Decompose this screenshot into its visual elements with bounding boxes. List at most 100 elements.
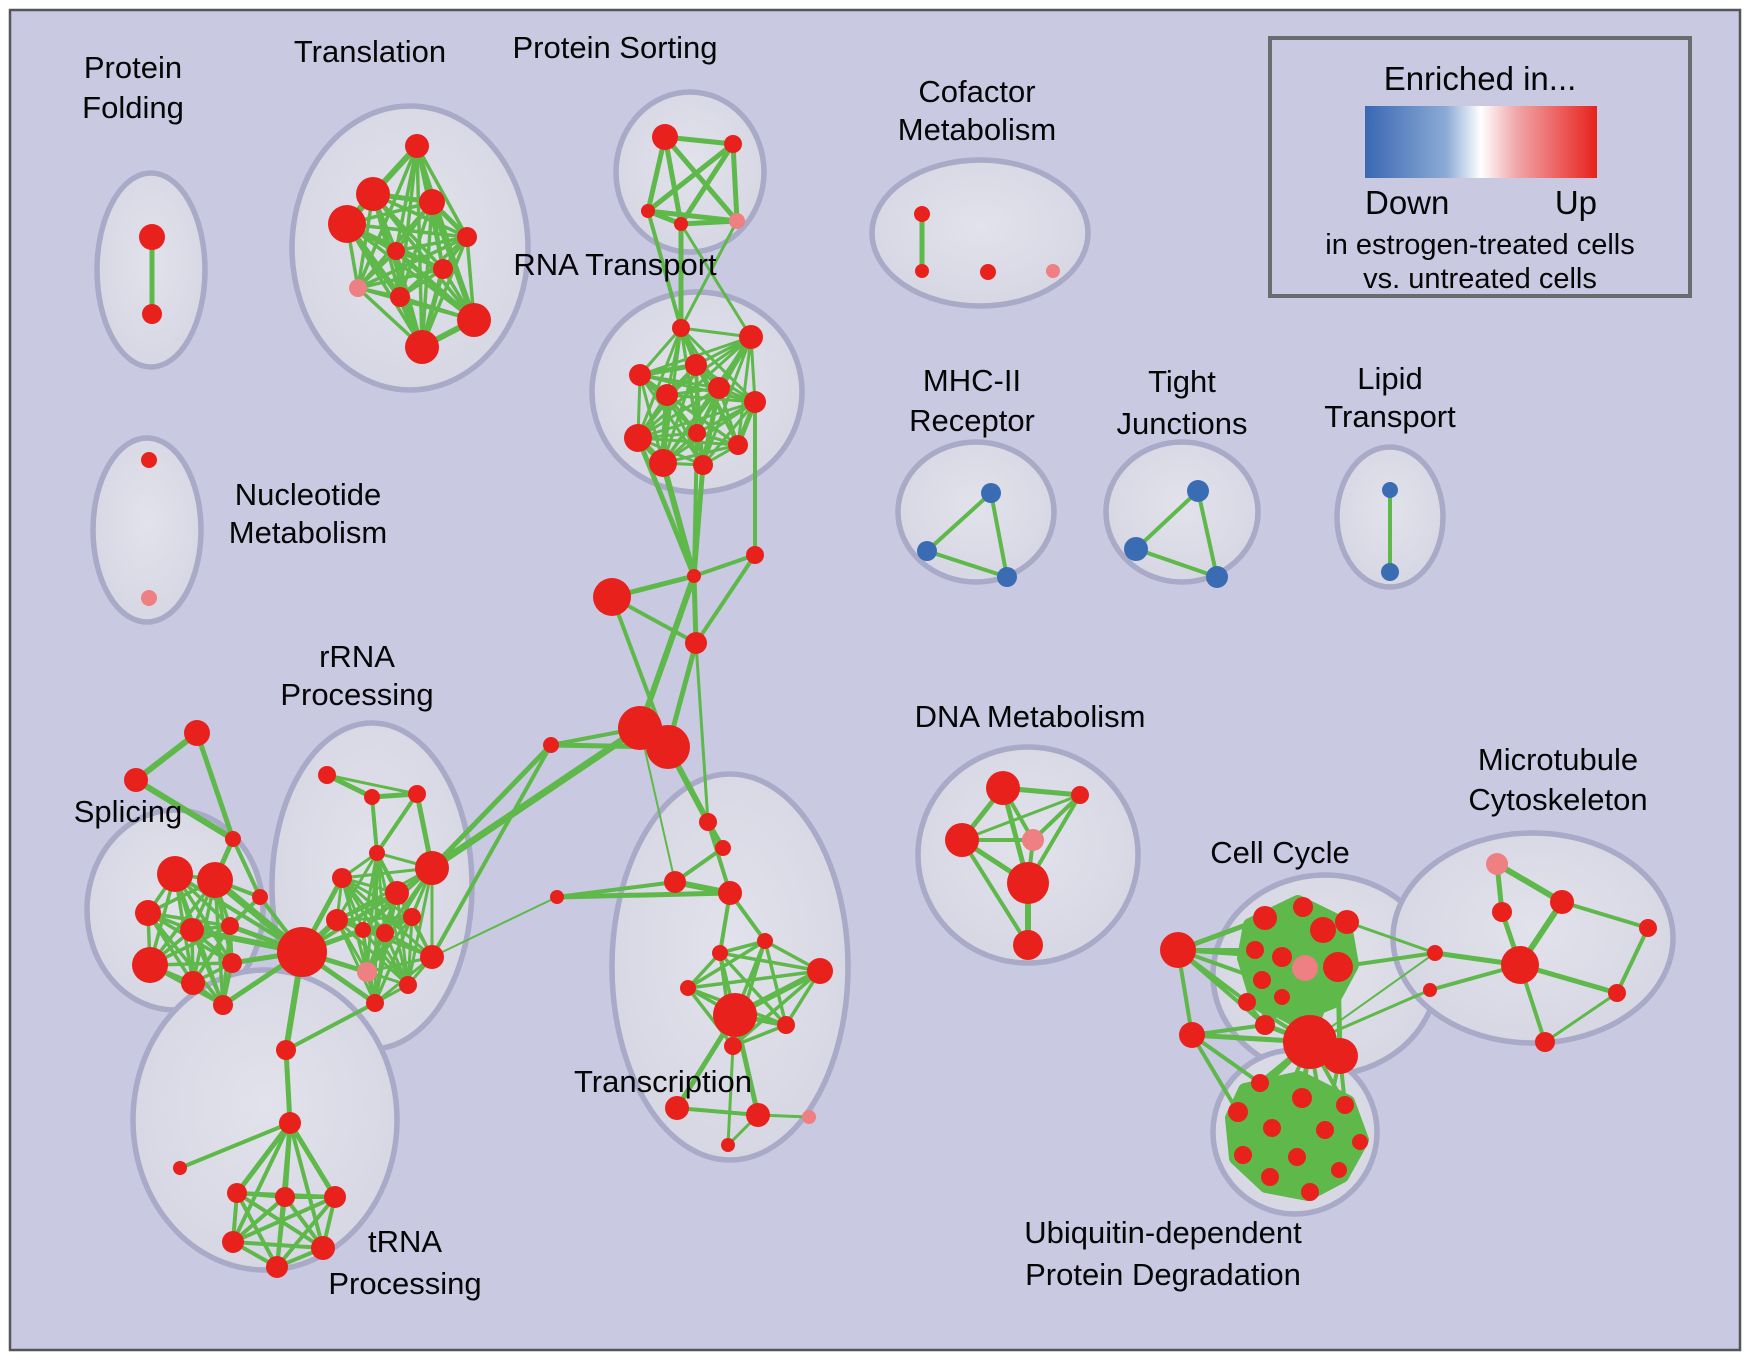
edge — [345, 222, 469, 239]
node-trna-processing-5 — [324, 1186, 346, 1208]
node-translation-5 — [387, 242, 405, 260]
edge — [731, 969, 822, 1048]
node-cell-cycle-6 — [1272, 947, 1292, 967]
node-rna-transport-10 — [693, 455, 713, 475]
node-translation-9 — [457, 303, 491, 337]
edge — [700, 385, 722, 468]
cluster-label-rrna-processing: rRNA — [319, 639, 395, 674]
edge — [960, 793, 1082, 842]
node-rna-transport-0 — [672, 319, 690, 337]
node-dna-metabolism-5 — [1013, 930, 1043, 960]
edge — [1241, 1128, 1327, 1157]
node-splicing-3 — [157, 856, 193, 892]
node-mhc2-receptor-0 — [981, 483, 1001, 503]
edge — [178, 1121, 292, 1170]
edge — [1268, 1140, 1362, 1179]
edge — [1543, 991, 1619, 1044]
node-connector-hubs-7 — [277, 927, 327, 977]
edge — [925, 491, 993, 553]
node-trna-processing-6 — [222, 1231, 244, 1253]
node-dna-metabolism-0 — [986, 771, 1020, 805]
edge — [146, 911, 225, 1007]
cluster-label-rrna-processing: Processing — [280, 677, 433, 712]
node-splicing-5 — [135, 900, 161, 926]
node-rrna-processing-12 — [399, 976, 417, 994]
node-transcription-8 — [680, 980, 696, 996]
node-splicing-7 — [221, 917, 239, 935]
node-translation-4 — [457, 227, 477, 247]
edge — [1345, 920, 1437, 955]
cluster-ellipse-protein-sorting — [613, 89, 767, 255]
node-trna-processing-7 — [311, 1236, 335, 1260]
node-transcription-7 — [807, 958, 833, 984]
node-dna-metabolism-4 — [1007, 862, 1049, 904]
node-rna-transport-5 — [708, 377, 730, 399]
edge — [661, 386, 721, 465]
cluster-label-microtubule-cytoskeleton: Microtubule — [1478, 742, 1638, 777]
node-cell-cycle-14 — [1179, 1022, 1205, 1048]
edge — [1270, 1126, 1362, 1144]
edge — [383, 931, 410, 987]
legend-up-label: Up — [1555, 184, 1597, 221]
edge — [373, 915, 414, 1005]
cluster-label-nucleotide-metabolism: Metabolism — [229, 515, 388, 550]
edge — [375, 792, 419, 855]
node-protein-sorting-4 — [729, 213, 745, 229]
node-rrna-processing-6 — [385, 881, 409, 905]
edge — [1241, 1140, 1362, 1157]
node-cell-cycle-4 — [1335, 910, 1359, 934]
node-rna-transport-2 — [685, 354, 707, 376]
legend-title: Enriched in... — [1384, 60, 1577, 97]
node-splicing-6 — [180, 918, 204, 942]
legend-down-label: Down — [1365, 184, 1449, 221]
node-trna-processing-8 — [266, 1256, 288, 1278]
node-nucleotide-metabolism-0 — [141, 452, 157, 468]
edge — [231, 837, 262, 899]
edge — [194, 730, 236, 842]
edge — [763, 939, 788, 1027]
node-rna-transport-9 — [649, 449, 677, 477]
legend: Enriched in... Down Up in estrogen-treated … — [1268, 36, 1692, 298]
node-trna-processing-0 — [276, 1040, 296, 1060]
edge — [1494, 861, 1565, 905]
node-rrna-processing-0 — [318, 766, 336, 784]
node-transcription-9 — [713, 993, 757, 1037]
edge — [287, 1120, 338, 1200]
edge — [288, 1121, 325, 1250]
node-cell-cycle-15 — [1322, 1038, 1358, 1074]
node-ubiquitin-degradation-8 — [1288, 1148, 1306, 1166]
edge — [1236, 1096, 1304, 1114]
node-protein-sorting-0 — [652, 124, 678, 150]
edge — [231, 1195, 287, 1244]
edge — [646, 209, 683, 330]
edge — [428, 724, 644, 872]
node-cofactor-metabolism-3 — [1046, 264, 1060, 278]
edge — [283, 1047, 293, 1126]
edge — [678, 141, 736, 227]
cluster-ellipse-nucleotide-metabolism — [90, 435, 204, 625]
edge — [1336, 951, 1437, 969]
node-rrna-processing-13 — [420, 945, 444, 969]
edge — [365, 915, 414, 974]
edge — [1560, 900, 1650, 930]
node-rrna-processing-14 — [366, 994, 384, 1012]
edge — [691, 462, 706, 579]
edge — [356, 144, 419, 290]
edge — [718, 951, 788, 1027]
edge — [736, 335, 753, 447]
cluster-ellipse-transcription — [609, 771, 851, 1163]
node-connector-hubs-6 — [543, 737, 559, 753]
edge — [275, 1195, 337, 1269]
node-connector-hubs-1 — [746, 546, 764, 564]
edge — [231, 1195, 337, 1244]
node-lipid-transport-1 — [1381, 563, 1399, 581]
node-rrna-processing-3 — [369, 845, 385, 861]
node-microtubule-cytoskeleton-8 — [1535, 1032, 1555, 1052]
legend-caption-line2: vs. untreated cells — [1363, 263, 1597, 295]
node-rrna-processing-10 — [403, 908, 421, 926]
node-cell-cycle-10 — [1238, 993, 1256, 1011]
edge — [1615, 926, 1650, 995]
node-microtubule-cytoskeleton-0 — [1486, 853, 1508, 875]
edge — [554, 890, 733, 900]
node-transcription-2 — [664, 871, 686, 893]
